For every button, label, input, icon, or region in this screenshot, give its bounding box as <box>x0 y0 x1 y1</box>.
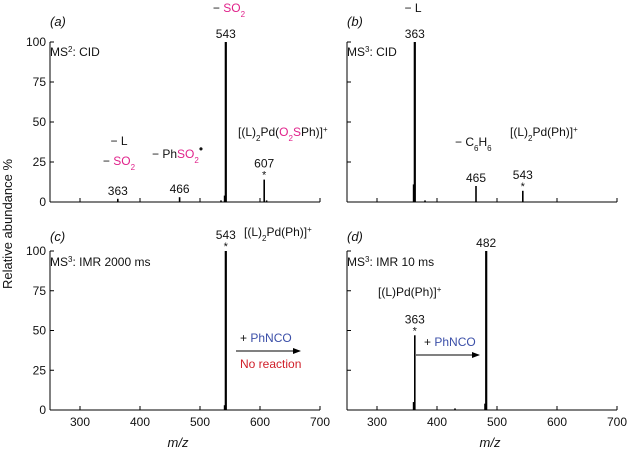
y-tick-label: 0 <box>39 403 46 417</box>
y-tick-label: 75 <box>33 284 47 298</box>
panel-a-label: (a) <box>50 14 66 29</box>
peak-label-363: 363 <box>405 312 425 326</box>
peak-label-363: 363 <box>405 27 425 41</box>
peak-label-543: 543 <box>216 27 236 41</box>
panel-a: 0 25 50 75 100 363 466 543 *607 <box>26 27 321 209</box>
panel-c-reagent: + PhNCO <box>240 331 292 345</box>
y-tick-label: 25 <box>33 155 47 169</box>
panel-a-ion-label: [(L)2Pd(O2SPh)]+ <box>238 125 328 143</box>
peak-marker-607: * <box>262 170 267 182</box>
panel-b-label: (b) <box>347 14 363 29</box>
x-axis-label-left: m/z <box>168 435 189 450</box>
peak-label-466: 466 <box>170 182 190 196</box>
panel-d-annotations: (d) MS3: IMR 10 ms [(L)Pd(Ph)]+ + PhNCO <box>347 229 480 358</box>
x-tick-label: 700 <box>607 415 627 429</box>
y-tick-label: 50 <box>33 324 47 338</box>
panel-c: 0 25 50 75 100 300 400 500 600 700 *543 <box>26 228 330 429</box>
panel-c-label: (c) <box>50 229 65 244</box>
panel-b-ion-label: [(L)2Pd(Ph)]+ <box>510 125 578 143</box>
peak-label-543: 543 <box>216 228 236 242</box>
panel-d-label: (d) <box>347 229 363 244</box>
y-tick-label: 50 <box>33 115 47 129</box>
peak-label-543: 543 <box>513 168 533 182</box>
panel-a-loss-so2-left: − SO2 <box>103 154 136 172</box>
x-tick-label: 500 <box>487 415 507 429</box>
x-tick-label: 600 <box>250 415 270 429</box>
x-tick-label: 700 <box>310 415 330 429</box>
y-tick-label: 0 <box>39 195 46 209</box>
x-axis-label-right: m/z <box>480 435 501 450</box>
x-tick-label: 500 <box>190 415 210 429</box>
y-tick-label: 75 <box>33 75 47 89</box>
panel-d-mode: MS3: IMR 10 ms <box>347 255 434 270</box>
panel-a-loss-so2-top: − SO2 <box>213 1 246 19</box>
peak-label-607: 607 <box>254 157 274 171</box>
panel-c-ion-label: [(L)2Pd(Ph)]+ <box>244 225 312 243</box>
panel-a-mode: MS2: CID <box>50 45 100 60</box>
x-tick-label: 300 <box>367 415 387 429</box>
x-tick-label: 600 <box>547 415 567 429</box>
x-tick-label: 400 <box>427 415 447 429</box>
panel-b-loss-l: − L <box>404 1 421 15</box>
peak-label-363: 363 <box>108 184 128 198</box>
y-axis-label: Relative abundance % <box>0 159 15 290</box>
x-tick-label: 400 <box>130 415 150 429</box>
panel-a-loss-phso2: − PhSO2• <box>152 142 203 165</box>
panel-b-annotations: (b) MS3: CID − L − C6H6 [(L)2Pd(Ph)]+ <box>347 1 578 153</box>
peak-marker-543: * <box>521 181 526 193</box>
panel-c-no-reaction: No reaction <box>240 357 301 371</box>
panel-c-annotations: (c) MS3: IMR 2000 ms [(L)2Pd(Ph)]+ + PhN… <box>50 225 312 372</box>
peak-label-482: 482 <box>476 236 496 250</box>
panel-d: 300 400 500 600 700 *363 482 <box>346 236 627 429</box>
panel-b-mode: MS3: CID <box>347 45 397 60</box>
y-tick-label: 100 <box>26 244 46 258</box>
panel-a-annotations: (a) MS2: CID − SO2 − L − SO2 − PhSO2• [(… <box>50 1 328 172</box>
peak-marker-363: * <box>413 325 418 337</box>
panel-d-ion-label: [(L)Pd(Ph)]+ <box>378 285 442 300</box>
panel-c-mode: MS3: IMR 2000 ms <box>50 255 150 270</box>
panel-a-loss-l: − L <box>110 134 127 148</box>
panel-d-reagent: + PhNCO <box>424 335 476 349</box>
y-tick-label: 100 <box>26 35 46 49</box>
panel-b: 363 465 *543 <box>346 27 618 203</box>
panel-b-loss-c6h6: − C6H6 <box>455 135 492 153</box>
y-tick-label: 25 <box>33 363 47 377</box>
x-tick-label: 300 <box>70 415 90 429</box>
peak-marker-543: * <box>224 241 229 253</box>
peak-label-465: 465 <box>466 171 486 185</box>
